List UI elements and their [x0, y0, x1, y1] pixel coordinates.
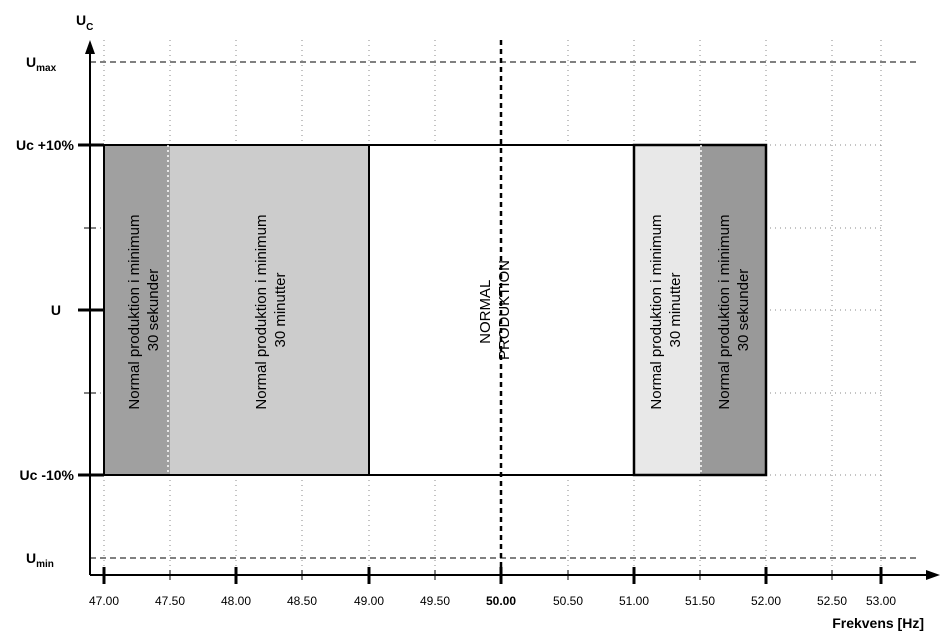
umax-label: Umax — [26, 54, 57, 74]
x-tick-label: 50.00 — [486, 594, 516, 608]
y-ticks — [78, 143, 104, 477]
zone-label: Normal produktion i minimum 30 minutter — [253, 210, 289, 409]
uc-plus-label: Uc +10% — [16, 137, 75, 153]
x-tick-label: 49.50 — [420, 594, 450, 608]
x-axis-arrow — [926, 570, 940, 580]
umin-label-main: U — [26, 550, 36, 566]
zone-labels: Normal produktion i minimum 30 sekunder … — [126, 210, 752, 410]
x-axis-title: Frekvens [Hz] — [832, 615, 924, 631]
zone-51-51-5 — [634, 145, 700, 475]
zone-51-5-52 — [700, 145, 766, 475]
uc-minus-label: Uc -10% — [20, 467, 75, 483]
umin-label-sub: min — [36, 559, 54, 570]
zone-outline — [103, 143, 768, 477]
x-tick-label: 49.00 — [354, 594, 384, 608]
zone-label: Normal produktion i minimum 30 minutter — [648, 210, 684, 409]
limit-lines — [90, 61, 918, 559]
umax-label-main: U — [26, 54, 36, 70]
y-axis-title-sub: C — [86, 22, 93, 33]
x-tick-label: 51.00 — [619, 594, 649, 608]
y-axis-title-main: U — [76, 12, 86, 28]
axes — [85, 40, 940, 580]
x-tick-label: 52.50 — [817, 594, 847, 608]
zone-label: Normal produktion i minimum 30 sekunder — [126, 210, 162, 409]
x-ticks — [102, 567, 883, 584]
x-tick-label: 47.50 — [155, 594, 185, 608]
x-tick-label: 53.00 — [866, 594, 896, 608]
umax-label-sub: max — [36, 63, 56, 74]
y-axis-title: UC — [76, 12, 93, 33]
zone-label: NORMAL PRODUKTION — [477, 260, 513, 360]
x-tick-label: 51.50 — [685, 594, 715, 608]
zone-47-47-5 — [104, 145, 170, 475]
x-tick-label: 52.00 — [751, 594, 781, 608]
x-tick-label: 47.00 — [89, 594, 119, 608]
x-tick-label: 48.50 — [287, 594, 317, 608]
y-axis-arrow — [85, 40, 95, 54]
umin-label: Umin — [26, 550, 54, 570]
zone-47-5-49 — [170, 145, 369, 475]
x-tick-labels: 47.00 47.50 48.00 48.50 49.00 49.50 50.0… — [89, 594, 896, 608]
x-tick-label: 48.00 — [221, 594, 251, 608]
x-tick-label: 50.50 — [553, 594, 583, 608]
zone-label: Normal produktion i minimum 30 sekunder — [716, 210, 752, 409]
u-label: U — [51, 302, 61, 318]
